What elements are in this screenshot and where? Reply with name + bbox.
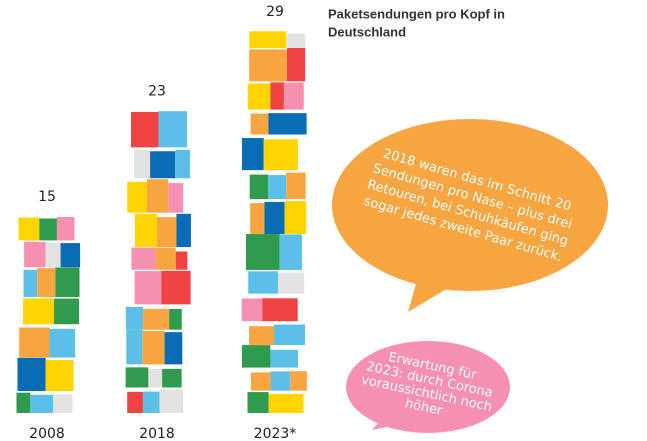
parcel — [45, 359, 74, 391]
parcel — [126, 329, 143, 365]
parcel — [23, 269, 38, 298]
parcel — [45, 242, 61, 268]
parcel — [241, 298, 263, 322]
parcel — [250, 203, 265, 235]
parcel — [148, 369, 163, 388]
value-label: 15 — [38, 189, 56, 205]
parcel-stack — [125, 111, 191, 413]
chart-title: Paketsendungen pro Kopf in — [328, 6, 505, 21]
parcel — [270, 349, 298, 368]
parcel — [283, 82, 304, 110]
parcel — [286, 47, 306, 82]
parcel — [131, 247, 156, 270]
value-label: 29 — [266, 4, 284, 20]
parcel — [60, 243, 81, 268]
parcel — [39, 218, 57, 241]
x-tick-label: 2008 — [29, 426, 65, 441]
parcel-stack — [16, 216, 81, 413]
parcel — [270, 82, 284, 110]
parcel — [134, 271, 162, 305]
parcel — [286, 172, 306, 200]
parcel — [247, 83, 271, 110]
parcel — [268, 393, 304, 413]
parcel — [17, 357, 46, 391]
parcel — [130, 111, 159, 148]
parcel — [56, 216, 75, 241]
parcel — [155, 247, 176, 270]
parcel — [249, 326, 274, 346]
parcel — [290, 371, 307, 391]
x-tick-label: 2018 — [139, 426, 175, 441]
parcel — [30, 394, 54, 413]
parcel — [142, 391, 160, 413]
parcel — [264, 201, 285, 235]
parcel — [125, 306, 143, 330]
parcel — [16, 392, 31, 413]
parcel — [286, 33, 306, 48]
parcel — [268, 175, 287, 200]
parcel — [125, 367, 149, 388]
parcel — [279, 234, 302, 270]
parcel — [157, 217, 177, 248]
parcel — [37, 268, 56, 298]
parcel — [273, 324, 306, 346]
parcel — [263, 139, 298, 171]
parcel — [162, 368, 182, 388]
parcel — [127, 391, 143, 413]
parcel — [134, 149, 151, 179]
parcel — [250, 113, 269, 135]
parcel — [175, 251, 188, 270]
parcel — [278, 272, 305, 294]
bubble-body — [346, 341, 510, 433]
parcel — [168, 183, 184, 213]
parcel — [142, 308, 170, 330]
parcel — [23, 298, 55, 325]
parcel — [150, 151, 176, 179]
parcel — [159, 389, 184, 413]
parcel — [249, 174, 269, 200]
parcel — [158, 111, 187, 148]
parcel — [142, 330, 165, 365]
parcel — [127, 181, 147, 213]
chart-title: Deutschland — [328, 24, 406, 39]
bubble-body — [332, 119, 608, 291]
parcel — [247, 392, 269, 413]
parcel — [19, 327, 50, 358]
parcel — [134, 213, 158, 248]
parcel — [18, 217, 40, 241]
parcel — [53, 394, 73, 413]
parcel — [262, 298, 298, 322]
parcel — [249, 31, 287, 48]
parcel — [54, 298, 80, 325]
parcel — [169, 308, 182, 330]
parcel — [248, 271, 279, 294]
parcel — [249, 49, 287, 82]
parcel — [49, 328, 76, 358]
parcel — [176, 213, 191, 248]
parcel — [146, 179, 169, 213]
parcel — [241, 345, 271, 368]
parcel — [24, 241, 46, 268]
x-tick-label: 2023* — [254, 426, 297, 441]
parcel — [241, 138, 264, 171]
parcel — [268, 113, 307, 135]
parcel-stack — [241, 31, 307, 413]
parcel — [245, 234, 280, 270]
value-label: 23 — [148, 83, 166, 99]
parcel — [284, 201, 307, 235]
parcel — [164, 332, 183, 365]
parcel — [250, 372, 271, 391]
parcel — [161, 270, 191, 305]
parcel — [175, 149, 191, 179]
parcel — [270, 371, 291, 391]
parcel — [55, 267, 80, 298]
